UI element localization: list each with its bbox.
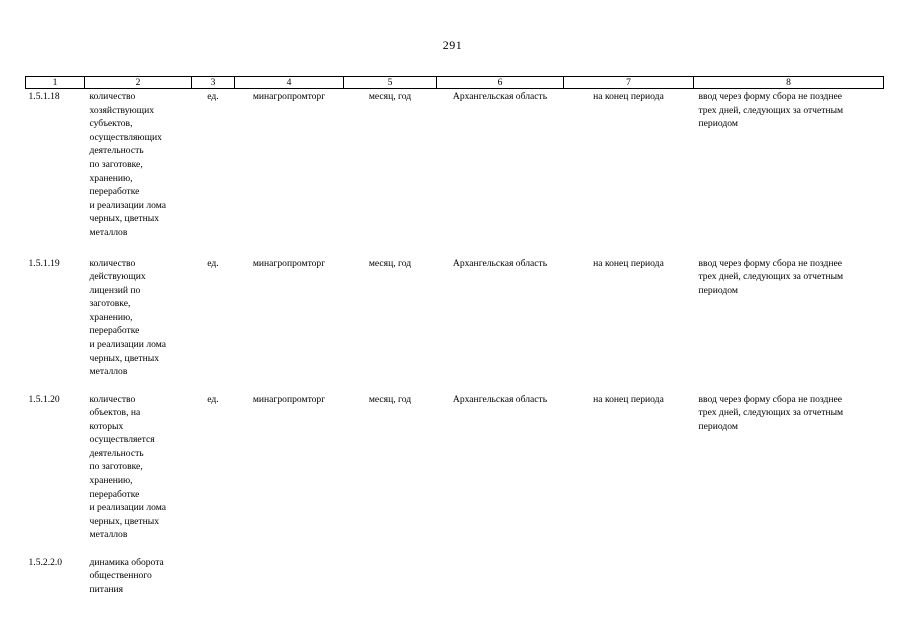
row-periodicity: месяц, год [368, 393, 412, 405]
row-territory: Архангельская область [452, 393, 548, 405]
header-col-2: 2 [84, 76, 192, 89]
header-col-8: 8 [693, 76, 884, 89]
row-territory [437, 555, 564, 597]
row-time-point: на конец периода [593, 91, 664, 102]
table-row: 1.5.1.20 количество объектов, на которых… [26, 392, 884, 555]
header-col-3: 3 [191, 76, 235, 89]
row-periodicity [344, 555, 437, 597]
row-input-method: ввод через форму сбора не позднее трех д… [698, 257, 844, 296]
row-territory: Архангельская область [452, 91, 548, 102]
row-periodicity: месяц, год [368, 257, 412, 269]
table-row: 1.5.2.2.0 динамика оборота общественного… [26, 555, 884, 597]
row-input-method [694, 555, 884, 597]
row-input-method: ввод через форму сбора не позднее трех д… [698, 91, 844, 130]
row-time-point [564, 555, 694, 597]
row-code: 1.5.1.19 [28, 257, 60, 269]
row-organization: минагропромторг [252, 257, 326, 269]
page-number: 291 [442, 38, 463, 52]
header-col-5: 5 [343, 76, 437, 89]
row-time-point: на конец периода [593, 393, 664, 405]
header-col-7: 7 [563, 76, 694, 89]
row-organization [235, 555, 344, 597]
row-input-method: ввод через форму сбора не позднее трех д… [698, 393, 844, 432]
header-col-1: 1 [25, 76, 85, 89]
row-code: 1.5.2.2.0 [28, 556, 63, 568]
row-unit: ед. [207, 257, 219, 269]
row-unit: ед. [207, 91, 219, 102]
row-periodicity: месяц, год [368, 91, 412, 102]
table-row: 1.5.1.18 количество хозяйствующих субъек… [26, 89, 884, 256]
row-indicator-name: количество объектов, на которых осуществ… [89, 393, 166, 541]
table-row: 1.5.1.19 количество действующих лицензий… [26, 256, 884, 392]
row-indicator-name: количество действующих лицензий по загот… [89, 257, 166, 378]
row-territory: Архангельская область [452, 257, 548, 269]
row-code: 1.5.1.20 [28, 393, 60, 405]
header-col-4: 4 [234, 76, 344, 89]
header-row: 1 2 3 4 5 6 7 8 [25, 76, 884, 89]
table-header: 1 2 3 4 5 6 7 8 [25, 76, 884, 89]
header-col-6: 6 [436, 76, 564, 89]
row-unit: ед. [207, 393, 219, 405]
row-indicator-name: динамика оборота общественного питания [89, 556, 164, 595]
indicators-table: 1 2 3 4 5 6 7 8 1.5.1.18 количество хозя… [25, 76, 884, 596]
row-organization: минагропромторг [252, 91, 326, 102]
table-body: 1.5.1.18 количество хозяйствующих субъек… [26, 89, 884, 597]
row-unit [192, 555, 235, 597]
row-time-point: на конец периода [593, 257, 664, 269]
row-indicator-name: количество хозяйствующих субъектов, осущ… [89, 91, 166, 238]
row-code: 1.5.1.18 [28, 91, 60, 102]
row-organization: минагропромторг [252, 393, 326, 405]
